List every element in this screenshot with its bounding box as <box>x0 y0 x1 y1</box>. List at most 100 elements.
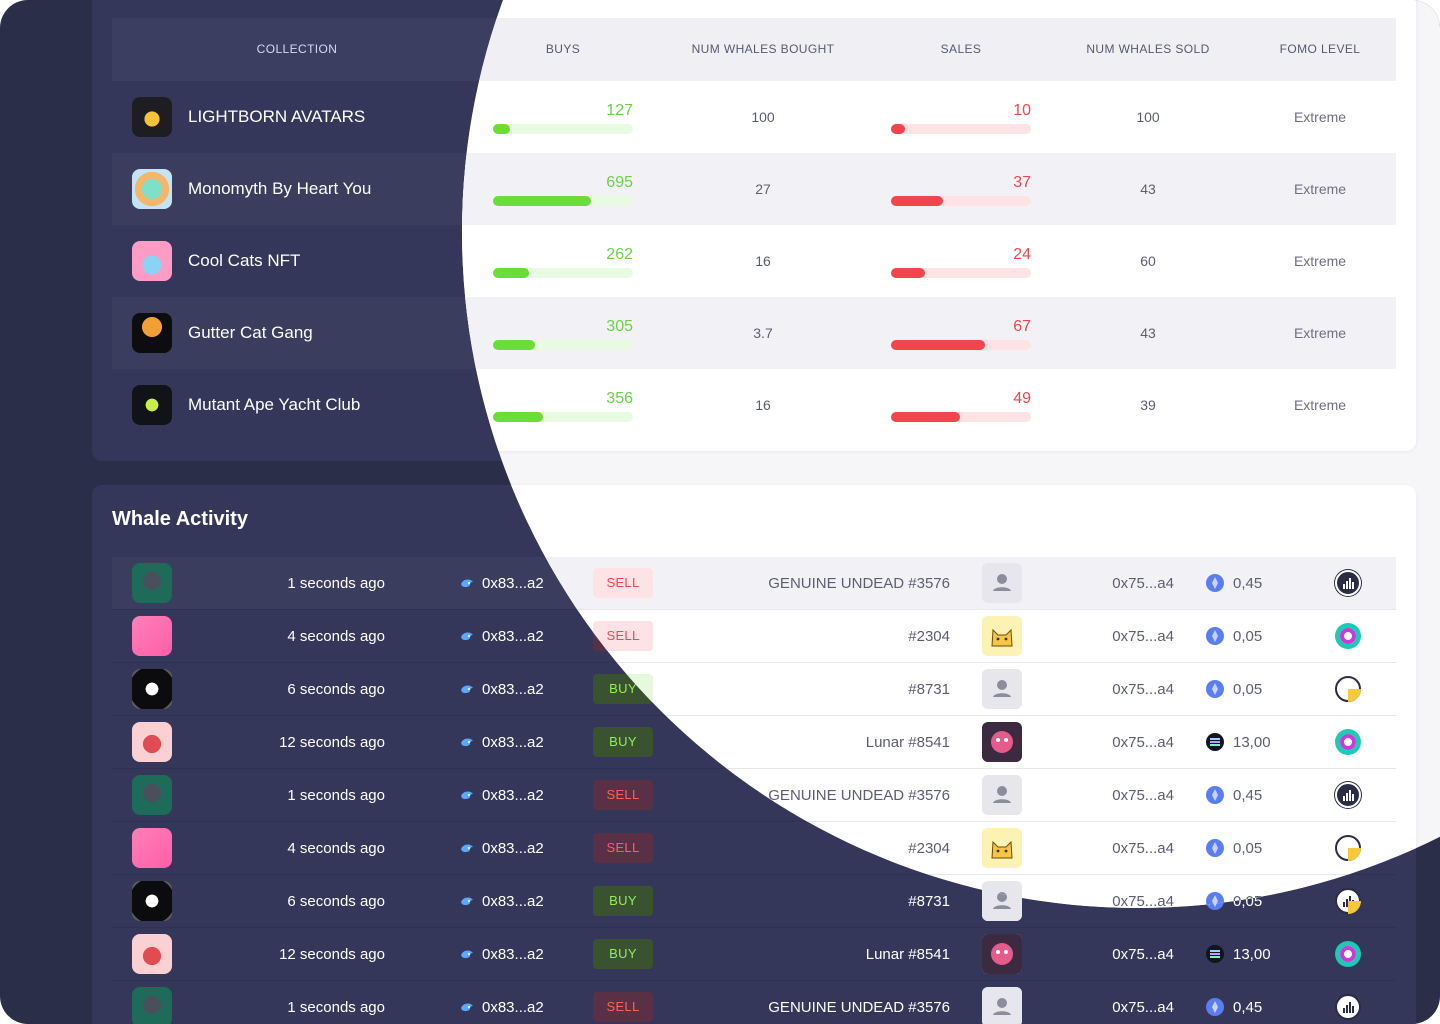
sales-value: 10 <box>1013 102 1031 119</box>
activity-row[interactable] <box>462 716 1396 769</box>
to-address[interactable]: 0x75...a4 <box>1112 628 1174 645</box>
fomo-level: Extreme <box>1293 109 1347 125</box>
to-address[interactable]: 0x75...a4 <box>1112 681 1174 698</box>
to-address[interactable]: 0x75...a4 <box>1112 575 1174 592</box>
activity-row[interactable] <box>112 875 1396 928</box>
collection-thumb <box>132 828 172 868</box>
item-name[interactable]: #8731 <box>908 893 950 908</box>
collection-row[interactable] <box>462 153 1396 225</box>
from-address[interactable]: 0x83...a2 <box>462 787 544 804</box>
ethereum-icon <box>1206 892 1224 908</box>
item-name[interactable]: Lunar #8541 <box>865 946 950 963</box>
buyer-avatar[interactable] <box>982 881 1022 908</box>
buys-value: 695 <box>606 174 633 191</box>
marketplace-icon[interactable] <box>1335 888 1361 908</box>
sales-header[interactable]: SALES <box>940 42 982 56</box>
activity-time: 1 seconds ago <box>287 575 385 592</box>
side-badge: SELL <box>593 833 653 863</box>
from-address[interactable]: 0x83...a2 <box>460 999 544 1016</box>
to-address[interactable]: 0x75...a4 <box>1112 840 1174 857</box>
fomo-header[interactable]: FOMO LEVEL <box>1279 42 1361 56</box>
price: 13,00 <box>1206 945 1271 963</box>
sales-value: 67 <box>1013 318 1031 335</box>
item-name[interactable]: GENUINE UNDEAD #3576 <box>768 575 950 592</box>
whales-bought-header[interactable]: NUM WHALES BOUGHT <box>691 42 835 56</box>
buys-bar <box>493 412 633 422</box>
item-name[interactable]: GENUINE UNDEAD #3576 <box>768 787 950 804</box>
collection-avatar <box>132 169 172 209</box>
buyer-avatar[interactable] <box>982 563 1022 603</box>
buys-value: 262 <box>606 246 633 263</box>
whales-sold-header[interactable]: NUM WHALES SOLD <box>1086 42 1210 56</box>
marketplace-icon[interactable] <box>1335 729 1361 755</box>
sales-bar <box>891 268 1031 278</box>
marketplace-icon[interactable] <box>1335 623 1361 649</box>
item-name[interactable]: #2304 <box>908 840 950 857</box>
collection-name[interactable]: Cool Cats NFT <box>188 251 301 270</box>
to-address[interactable]: 0x75...a4 <box>1112 999 1174 1016</box>
collection-avatar <box>132 97 172 137</box>
buyer-avatar[interactable] <box>982 722 1022 762</box>
activity-row[interactable] <box>462 610 1396 663</box>
activity-row[interactable] <box>462 557 1396 610</box>
fomo-level: Extreme <box>1293 181 1347 197</box>
marketplace-icon[interactable] <box>1335 782 1361 808</box>
buyer-avatar[interactable] <box>982 828 1022 868</box>
buyer-avatar[interactable] <box>982 616 1022 656</box>
buyer-avatar[interactable] <box>982 775 1022 815</box>
from-address[interactable]: 0x83...a2 <box>462 840 544 857</box>
item-name[interactable]: Lunar #8541 <box>865 734 950 751</box>
item-name[interactable]: #8731 <box>908 681 950 698</box>
item-name[interactable]: GENUINE UNDEAD #3576 <box>768 999 950 1016</box>
whale-icon <box>460 947 474 959</box>
whales-sold-value: 43 <box>1140 181 1156 197</box>
buys-header[interactable]: BUYS <box>545 42 581 56</box>
to-address[interactable]: 0x75...a4 <box>1112 893 1174 908</box>
whale-icon <box>462 841 474 853</box>
collection-header[interactable]: COLLECTION <box>256 42 338 56</box>
to-address[interactable]: 0x75...a4 <box>1112 734 1174 751</box>
collection-name[interactable]: Monomyth By Heart You <box>188 179 372 198</box>
ethereum-icon <box>1206 839 1224 857</box>
collection-name[interactable]: LIGHTBORN AVATARS <box>188 107 366 126</box>
whales-bought-value: 16 <box>755 253 771 269</box>
whales-bought-value: 16 <box>755 397 771 413</box>
item-name[interactable]: #2304 <box>908 628 950 645</box>
sales-value: 49 <box>1013 390 1031 407</box>
side-badge: SELL <box>593 568 653 598</box>
ethereum-icon <box>1206 627 1224 645</box>
buys-bar <box>493 268 633 278</box>
activity-row[interactable] <box>462 663 1396 716</box>
buyer-avatar[interactable] <box>982 669 1022 709</box>
collection-name[interactable]: Mutant Ape Yacht Club <box>188 395 361 414</box>
whales-bought-value: 3.7 <box>753 325 773 341</box>
from-address[interactable]: 0x83...a2 <box>462 734 544 751</box>
activity-row[interactable] <box>462 769 1396 822</box>
from-address[interactable]: 0x83...a2 <box>460 946 544 963</box>
from-address[interactable]: 0x83...a2 <box>462 681 544 698</box>
whales-sold-value: 60 <box>1140 253 1156 269</box>
to-address[interactable]: 0x75...a4 <box>1112 946 1174 963</box>
marketplace-icon[interactable] <box>1335 676 1361 702</box>
activity-row[interactable] <box>462 822 1396 875</box>
buys-value: 127 <box>606 102 633 119</box>
buyer-avatar[interactable] <box>982 987 1022 1024</box>
marketplace-icon[interactable] <box>1335 994 1361 1020</box>
from-address[interactable]: 0x83...a2 <box>462 575 544 592</box>
price: 0,05 <box>1206 680 1262 698</box>
marketplace-icon[interactable] <box>1335 941 1361 967</box>
buyer-avatar[interactable] <box>982 934 1022 974</box>
from-address[interactable]: 0x83...a2 <box>462 628 544 645</box>
side-badge: SELL <box>593 992 653 1022</box>
price: 0,05 <box>1206 839 1262 857</box>
activity-time: 12 seconds ago <box>279 734 385 751</box>
side-badge: BUY <box>593 727 653 757</box>
marketplace-icon[interactable] <box>1335 835 1361 861</box>
from-address[interactable]: 0x83...a2 <box>462 893 544 908</box>
activity-row[interactable] <box>112 928 1396 981</box>
to-address[interactable]: 0x75...a4 <box>1112 787 1174 804</box>
collection-row[interactable] <box>462 297 1396 369</box>
whale-icon <box>460 1000 474 1012</box>
collection-name[interactable]: Gutter Cat Gang <box>188 323 313 342</box>
marketplace-icon[interactable] <box>1335 570 1361 596</box>
